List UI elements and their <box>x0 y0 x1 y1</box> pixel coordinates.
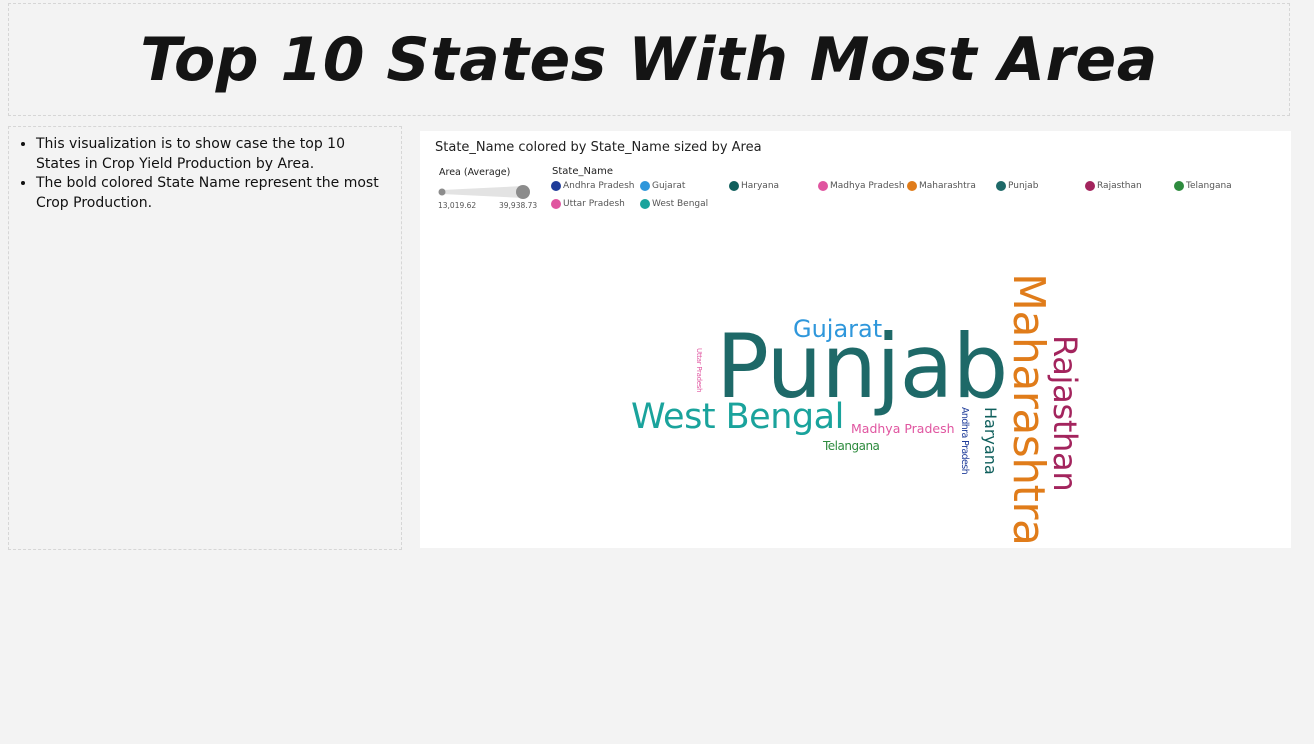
legend-label: Rajasthan <box>1097 181 1142 191</box>
legend-item-maharashtra[interactable]: Maharashtra <box>907 181 976 191</box>
legend-label: Gujarat <box>652 181 686 191</box>
notes-list: This visualization is to show case the t… <box>9 135 389 213</box>
legend-dot <box>907 181 917 191</box>
size-legend-min: 13,019.62 <box>438 201 477 210</box>
notes-textbox: This visualization is to show case the t… <box>8 126 402 550</box>
legend-item-punjab[interactable]: Punjab <box>996 181 1038 191</box>
legend-label: Punjab <box>1008 181 1039 191</box>
legend-item-haryana[interactable]: Haryana <box>729 181 779 191</box>
size-legend-max: 39,938.73 <box>499 201 538 210</box>
word-andhra-pradesh[interactable]: Andhra Pradesh <box>959 407 970 475</box>
size-legend-label: Area (Average) <box>439 167 511 178</box>
legend-label: Haryana <box>741 181 780 191</box>
word-madhya-pradesh[interactable]: Madhya Pradesh <box>851 421 955 436</box>
legend-item-telangana[interactable]: Telangana <box>1174 181 1232 191</box>
legend-dot <box>1174 181 1184 191</box>
legend-dot <box>551 199 561 209</box>
word-telangana[interactable]: Telangana <box>823 439 880 453</box>
word-west-bengal[interactable]: West Bengal <box>631 397 844 437</box>
note-item: This visualization is to show case the t… <box>36 135 389 174</box>
color-legend: State_Name Andhra Pradesh Gujarat Haryan… <box>551 166 1271 211</box>
legend-label: West Bengal <box>652 199 709 209</box>
word-haryana[interactable]: Haryana <box>981 407 1000 475</box>
legend-label: Maharashtra <box>919 181 976 191</box>
color-legend-title: State_Name <box>552 166 613 177</box>
word-cloud-visual[interactable]: State_Name colored by State_Name sized b… <box>420 131 1291 548</box>
word-uttar-pradesh[interactable]: Uttar Pradesh <box>695 348 703 393</box>
legend-item-west-bengal[interactable]: West Bengal <box>640 199 708 209</box>
legend-label: Telangana <box>1186 181 1232 191</box>
size-legend-wedge <box>438 185 530 199</box>
legend-dot <box>551 181 561 191</box>
legend-label: Madhya Pradesh <box>830 181 905 191</box>
legend-item-gujarat[interactable]: Gujarat <box>640 181 685 191</box>
legend-label: Andhra Pradesh <box>563 181 635 191</box>
visual-title: State_Name colored by State_Name sized b… <box>435 140 762 155</box>
legend-dot <box>996 181 1006 191</box>
legend-item-rajasthan[interactable]: Rajasthan <box>1085 181 1142 191</box>
page-title: Top 10 States With Most Area <box>140 24 1158 95</box>
word-punjab[interactable]: Punjab <box>716 315 1008 418</box>
word-maharashtra[interactable]: Maharashtra <box>1003 273 1054 546</box>
word-rajasthan[interactable]: Rajasthan <box>1046 335 1084 492</box>
legend-dot <box>640 181 650 191</box>
note-item: The bold colored State Name represent th… <box>36 174 389 213</box>
legend-item-andhra-pradesh[interactable]: Andhra Pradesh <box>551 181 634 191</box>
legend-dot <box>818 181 828 191</box>
size-legend: Area (Average) 13,019.62 39,938.73 <box>438 166 538 211</box>
title-textbox: Top 10 States With Most Area <box>8 3 1290 116</box>
legend-item-madhya-pradesh[interactable]: Madhya Pradesh <box>818 181 905 191</box>
legend-dot <box>729 181 739 191</box>
legend-label: Uttar Pradesh <box>563 199 625 209</box>
legend-item-uttar-pradesh[interactable]: Uttar Pradesh <box>551 199 625 209</box>
legend-dot <box>640 199 650 209</box>
word-gujarat[interactable]: Gujarat <box>793 315 883 343</box>
legend-dot <box>1085 181 1095 191</box>
